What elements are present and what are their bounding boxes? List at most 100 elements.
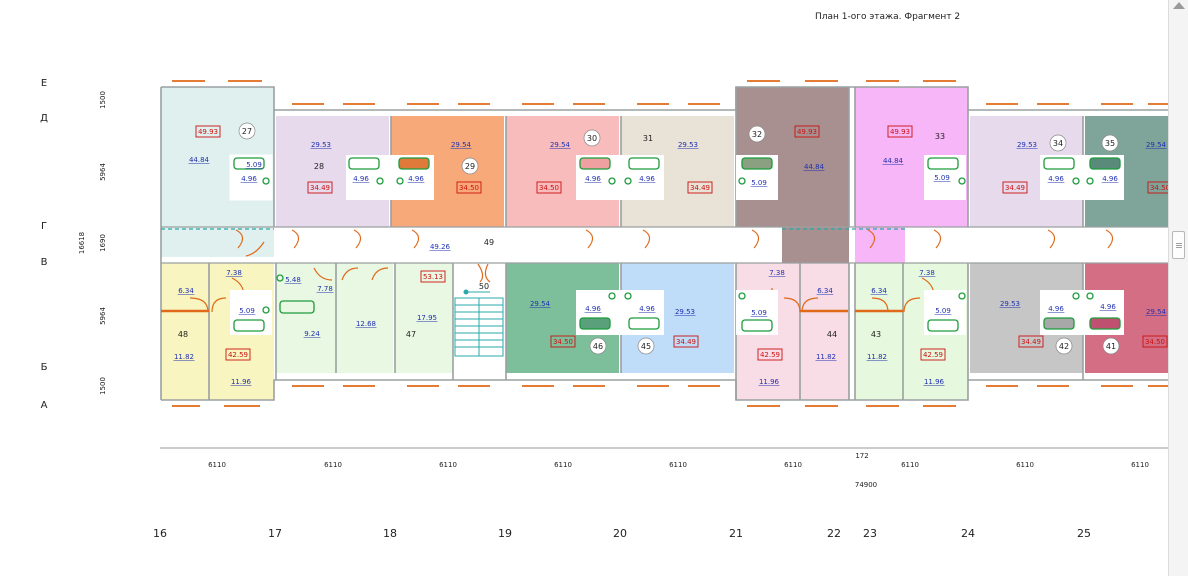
toilet: [1072, 177, 1080, 185]
room-area-label: 29.54: [1146, 141, 1167, 149]
drawing-title: План 1-ого этажа. Фрагмент 2: [815, 12, 961, 22]
room-area-label: 11.96: [231, 378, 252, 386]
room-area-label: 4.96: [585, 175, 601, 183]
apartment-area-box: [1002, 181, 1028, 194]
toilet: [276, 274, 284, 282]
axis-letter: Е: [41, 78, 47, 89]
apartment-area-label: 42.59: [923, 351, 943, 359]
toilet: [738, 177, 746, 185]
room-area-label: 29.54: [451, 141, 472, 149]
corridor-number: 49: [484, 238, 494, 247]
door: [585, 229, 594, 249]
apartment-number: 29: [465, 162, 475, 171]
corridor-walls: [161, 226, 1168, 264]
room-area-label: 29.53: [311, 141, 331, 149]
room-area-label: 29.53: [678, 141, 698, 149]
apartment-number-circle: [589, 337, 607, 355]
vertical-scrollbar[interactable]: [1168, 0, 1188, 576]
dimension-label: 16618: [78, 232, 86, 254]
apartment-area-label: 53.13: [423, 273, 443, 281]
room-area-label: 44.84: [189, 156, 210, 164]
bathroom: [736, 290, 778, 335]
apartment-area-box: [673, 335, 699, 348]
apartment-number: 46: [593, 342, 603, 351]
apartment-area-box: [195, 125, 221, 138]
toilet: [396, 177, 404, 185]
toilet: [624, 292, 632, 300]
apartment-number: 33: [935, 132, 945, 141]
apartment-area-label: 49.93: [797, 128, 817, 136]
apartment-number: 27: [242, 127, 252, 136]
apartment-number: 44: [827, 330, 837, 339]
axis-number: 17: [268, 527, 282, 540]
dimension-label: 6110: [324, 461, 342, 469]
room-area-label: 4.96: [408, 175, 424, 183]
toilet: [376, 177, 384, 185]
axis-letter: Д: [40, 113, 48, 124]
room-area-label: 17.95: [417, 314, 437, 322]
door: [783, 297, 801, 313]
door: [642, 229, 651, 249]
dimension-label: 6110: [1016, 461, 1034, 469]
apartment-area-label: 34.50: [539, 184, 559, 192]
axis-number: 19: [498, 527, 512, 540]
scroll-thumb[interactable]: [1172, 231, 1185, 259]
room-area-label: 4.96: [1102, 175, 1118, 183]
apartment-area-box: [307, 181, 333, 194]
room-area-label: 11.96: [924, 378, 945, 386]
apartment-area-box: [550, 335, 576, 348]
scroll-up-arrow-icon[interactable]: [1173, 2, 1185, 9]
axis-number: 20: [613, 527, 627, 540]
apartment-area-box: [1018, 335, 1044, 348]
room-area-label: 5.09: [934, 174, 950, 182]
room-area-label: 7.38: [769, 269, 785, 277]
door: [1105, 229, 1114, 249]
apartment-area-box: [1142, 335, 1168, 348]
apartment-area-label: 34.49: [310, 184, 330, 192]
apartment-number-circle: [1101, 134, 1119, 152]
dimension-label: 1690: [99, 234, 107, 252]
wall-outline-bottom: [161, 379, 1168, 401]
axis-number: 21: [729, 527, 743, 540]
room-area-label: 29.54: [550, 141, 571, 149]
apartment-area-label: 34.49: [690, 184, 710, 192]
dimension-label: 5964: [99, 307, 107, 325]
axis-number: 24: [961, 527, 975, 540]
apartment-number: 35: [1105, 139, 1115, 148]
room-area-label: 5.09: [239, 307, 255, 315]
apartment-area-box: [456, 181, 482, 194]
apartment-area-label: 49.93: [198, 128, 218, 136]
windows: [172, 80, 1168, 407]
dimension-label: 6110: [1131, 461, 1149, 469]
grip-line: [1176, 245, 1182, 246]
apartment-number-circle: [583, 129, 601, 147]
apartment-area-label: 49.93: [890, 128, 910, 136]
apartment-number-circle: [1055, 337, 1073, 355]
room-fill: [276, 263, 393, 373]
room-area-label: 4.96: [241, 175, 257, 183]
bathtub: [279, 300, 315, 314]
room-fill: [855, 227, 905, 263]
dimension-total: 74900: [855, 481, 877, 489]
room-area-label: 11.96: [759, 378, 780, 386]
apartment-number: 28: [314, 162, 324, 171]
apartment-number-circle: [238, 122, 256, 140]
room-area-label: 49.26: [430, 243, 451, 251]
room-fill: [161, 263, 209, 400]
dimension-label: 1500: [99, 377, 107, 395]
toilet: [1072, 292, 1080, 300]
dimension-label: 6110: [554, 461, 572, 469]
room-area-label: 7.38: [919, 269, 935, 277]
axis-number: 22: [827, 527, 841, 540]
dimension-label: 6110: [901, 461, 919, 469]
room-area-label: 5.09: [751, 179, 767, 187]
room-area-label: 5.48: [285, 276, 301, 284]
room-area-label: 29.54: [1146, 308, 1167, 316]
room-area-label: 4.96: [1048, 175, 1064, 183]
room-area-label: 11.82: [816, 353, 836, 361]
room-area-label: 7.38: [226, 269, 242, 277]
door: [751, 229, 760, 249]
apartment-number: 48: [178, 330, 188, 339]
room-area-label: 12.68: [356, 320, 376, 328]
apartment-area-box: [887, 125, 913, 138]
